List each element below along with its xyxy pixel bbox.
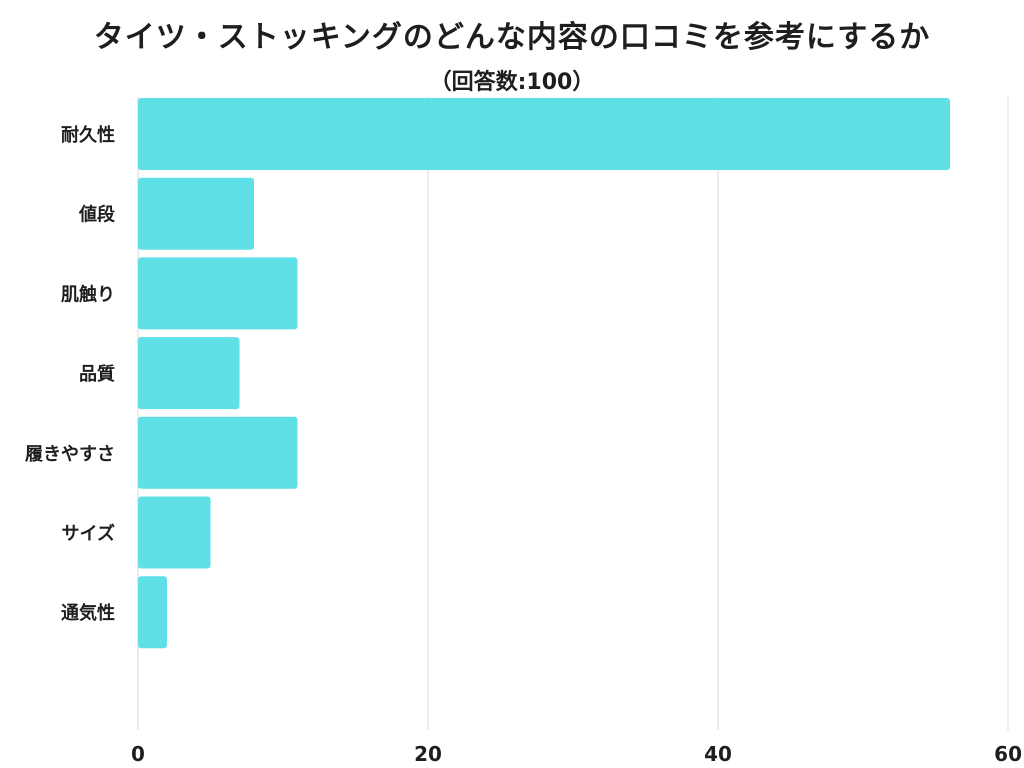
bar-3 [138, 257, 298, 330]
bar-7 [138, 576, 167, 649]
category-label: 品質 [79, 363, 115, 385]
chart-title: タイツ・ストッキングのどんな内容の口コミを参考にするか [93, 20, 931, 55]
x-tick-label: 40 [704, 742, 732, 766]
x-tick-label: 0 [131, 742, 145, 766]
bar-2 [138, 177, 254, 250]
x-tick-label: 60 [994, 742, 1022, 766]
bar-5 [138, 416, 298, 489]
bars [138, 98, 950, 649]
grid-lines [137, 97, 1009, 730]
bar-6 [138, 496, 211, 569]
chart-subtitle: （回答数:100） [429, 70, 595, 95]
category-label: 肌触り [61, 283, 115, 305]
category-label: 履きやすさ [25, 444, 115, 465]
category-label: サイズ [62, 523, 115, 545]
bar-1 [138, 98, 950, 170]
category-label: 値段 [78, 204, 116, 226]
bar-4 [138, 337, 240, 410]
x-tick-label: 20 [414, 742, 442, 766]
category-label: 耐久性 [61, 124, 115, 146]
x-tick-labels: 0 20 40 60 [131, 742, 1022, 766]
category-label: 通気性 [61, 602, 115, 624]
